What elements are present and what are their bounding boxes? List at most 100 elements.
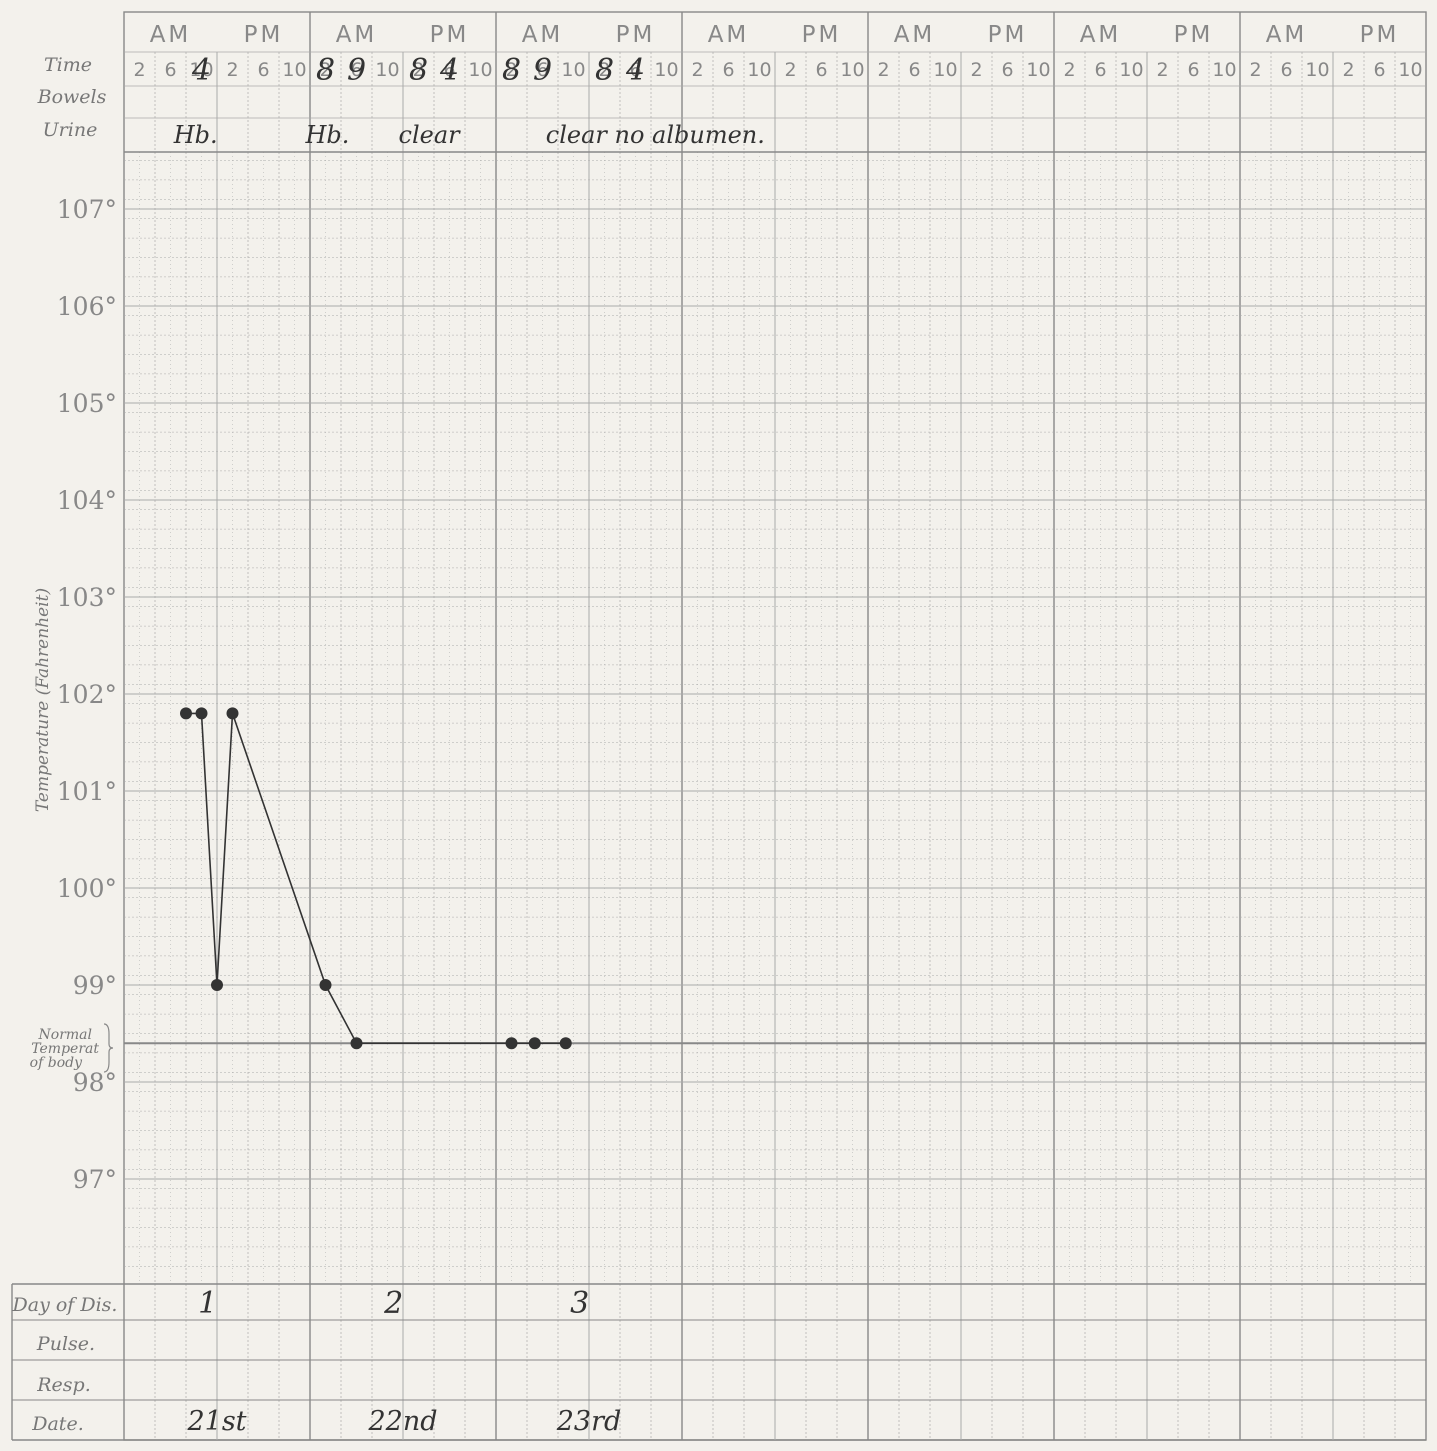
hour-label: 6 xyxy=(1094,59,1106,81)
hour-label: 2 xyxy=(1249,59,1261,81)
y-tick-label: 98° xyxy=(73,1068,117,1097)
hour-label: 2 xyxy=(1156,59,1168,81)
y-tick-label: 107° xyxy=(57,195,117,224)
handwritten-entries: 4 8 9 8 4 8 9 8 4Hb. Hb. clear clear no albumen.1 2 3… xyxy=(173,53,765,1437)
hour-label: 2 xyxy=(970,59,982,81)
temperature-point xyxy=(180,707,192,720)
hour-label: 10 xyxy=(1119,59,1143,81)
hour-label: 2 xyxy=(505,59,517,81)
am-label: AM xyxy=(708,22,750,48)
hour-label: 6 xyxy=(629,59,641,81)
hour-label: 2 xyxy=(226,59,238,81)
handwritten-time-entry: 8 xyxy=(409,53,428,88)
hour-label: 10 xyxy=(375,59,399,81)
handwritten-time-entry: 4 xyxy=(191,53,211,88)
handwritten-date: 23rd xyxy=(556,1406,622,1437)
handwritten-urine-note: Hb. xyxy=(305,121,350,149)
handwritten-time-entry: 4 xyxy=(439,53,459,88)
handwritten-date: 21st xyxy=(186,1406,246,1437)
hour-label: 6 xyxy=(1373,59,1385,81)
temperature-point xyxy=(319,979,332,991)
date-row-label: Date. xyxy=(31,1413,83,1435)
temperature-point xyxy=(559,1037,572,1050)
hour-label: 10 xyxy=(468,59,492,81)
bowels-row-label: Bowels xyxy=(37,86,107,108)
pulse-row-label: Pulse. xyxy=(36,1333,95,1355)
normal-label-line-1: Normal xyxy=(38,1027,92,1043)
y-tick-label: 97° xyxy=(73,1165,117,1194)
am-label: AM xyxy=(150,22,192,48)
hour-label: 6 xyxy=(536,59,548,81)
handwritten-time-entry: 8 xyxy=(502,53,521,88)
pm-label: PM xyxy=(988,22,1028,48)
handwritten-time-entry: 9 xyxy=(347,53,366,88)
temperature-point xyxy=(195,707,208,720)
hour-label: 2 xyxy=(133,59,145,81)
hour-label: 10 xyxy=(840,59,864,81)
hour-label: 2 xyxy=(1342,59,1354,81)
hour-label: 6 xyxy=(722,59,734,81)
normal-label-brace xyxy=(103,1023,114,1073)
hour-label: 10 xyxy=(747,59,771,81)
handwritten-time-entry: 8 xyxy=(316,53,335,88)
hour-label: 2 xyxy=(412,59,424,81)
normal-label-line-2: Temperat xyxy=(31,1041,99,1057)
chart-labels: Time Bowels Urine Temperature (Fahrenhei… xyxy=(12,54,118,1435)
y-tick-label: 99° xyxy=(73,971,117,1000)
hour-label: 6 xyxy=(443,59,455,81)
resp-row-label: Resp. xyxy=(36,1374,91,1396)
y-tick-label: 106° xyxy=(57,292,117,321)
pm-label: PM xyxy=(1174,22,1214,48)
handwritten-date: 22nd xyxy=(367,1406,437,1437)
pm-label: PM xyxy=(430,22,470,48)
handwritten-day-of-disease: 1 xyxy=(198,1286,217,1321)
handwritten-urine-note: clear xyxy=(399,121,462,149)
hour-label: 10 xyxy=(189,59,213,81)
day-of-disease-row-label: Day of Dis. xyxy=(12,1294,118,1316)
hour-label: 2 xyxy=(877,59,889,81)
time-row-label: Time xyxy=(44,54,92,76)
urine-row-label: Urine xyxy=(43,119,98,141)
am-label: AM xyxy=(522,22,564,48)
handwritten-day-of-disease: 2 xyxy=(383,1286,403,1321)
y-tick-label: 102° xyxy=(57,680,117,709)
handwritten-time-entry: 4 xyxy=(625,53,645,88)
hour-label: 10 xyxy=(1212,59,1236,81)
hour-label: 10 xyxy=(561,59,585,81)
hour-label: 6 xyxy=(164,59,176,81)
hour-label: 6 xyxy=(1280,59,1292,81)
hour-label: 2 xyxy=(1063,59,1075,81)
am-label: AM xyxy=(894,22,936,48)
handwritten-day-of-disease: 3 xyxy=(570,1286,589,1321)
hour-label: 2 xyxy=(319,59,331,81)
hour-label: 6 xyxy=(815,59,827,81)
hour-label: 10 xyxy=(1026,59,1050,81)
pm-label: PM xyxy=(244,22,284,48)
y-axis-label: Temperature (Fahrenheit) xyxy=(33,588,53,812)
handwritten-time-entry: 9 xyxy=(533,53,552,88)
handwritten-urine-note: clear no albumen. xyxy=(546,121,765,149)
normal-label-line-3: of body xyxy=(30,1055,83,1071)
handwritten-urine-note: Hb. xyxy=(173,121,218,149)
hour-label: 10 xyxy=(1398,59,1422,81)
temperature-series xyxy=(180,707,572,1050)
temperature-point xyxy=(350,1037,363,1050)
y-axis-ticks: 97° 98° 99° 100° 101° 102° 103° 104° 105° 106° 107… xyxy=(57,195,117,1194)
y-tick-label: 101° xyxy=(57,777,117,806)
y-tick-label: 105° xyxy=(57,389,117,418)
am-label: AM xyxy=(1266,22,1308,48)
temperature-point xyxy=(211,979,223,991)
temperature-point xyxy=(505,1037,518,1050)
chart-grid xyxy=(11,11,1427,1441)
y-tick-label: 104° xyxy=(57,486,117,515)
hour-label: 6 xyxy=(1187,59,1199,81)
am-label: AM xyxy=(1080,22,1122,48)
temperature-point xyxy=(226,707,239,720)
am-label: AM xyxy=(336,22,378,48)
temperature-point xyxy=(528,1037,541,1050)
pm-label: PM xyxy=(616,22,656,48)
hour-label: 2 xyxy=(784,59,796,81)
pm-label: PM xyxy=(1360,22,1400,48)
hour-label: 2 xyxy=(691,59,703,81)
